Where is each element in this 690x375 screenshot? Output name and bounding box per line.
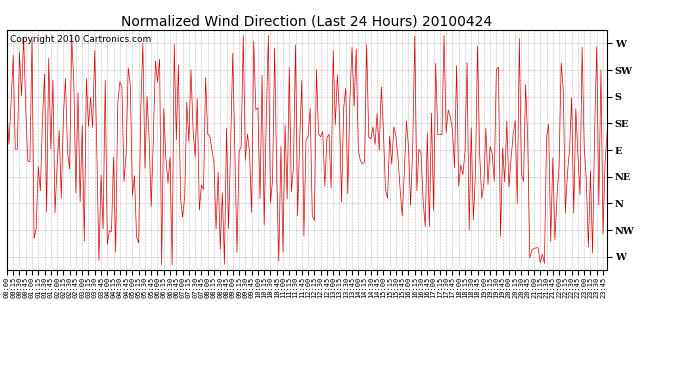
Text: Copyright 2010 Cartronics.com: Copyright 2010 Cartronics.com: [10, 35, 151, 44]
Title: Normalized Wind Direction (Last 24 Hours) 20100424: Normalized Wind Direction (Last 24 Hours…: [121, 15, 493, 29]
